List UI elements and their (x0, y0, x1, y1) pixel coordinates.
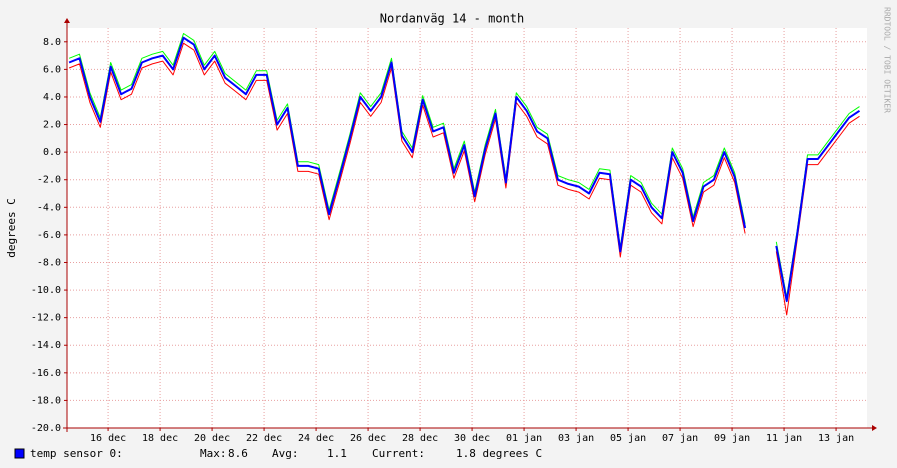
y-tick-label: -4.0 (37, 202, 61, 213)
lines (68, 33, 861, 316)
y-tick-label: 4.0 (43, 92, 61, 103)
plot-area (67, 28, 867, 428)
y-tick-label: -10.0 (31, 285, 61, 296)
y-tick-label: -18.0 (31, 395, 61, 406)
y-tick-label: 2.0 (43, 120, 61, 131)
legend-stat: 1.1 (327, 447, 347, 460)
legend-stat: 1.8 degrees C (456, 447, 542, 460)
x-tick-label: 13 jan (818, 433, 854, 444)
series-line (68, 36, 861, 303)
x-tick-label: 05 jan (610, 433, 646, 444)
y-tick-label: 6.0 (43, 64, 61, 75)
watermark: RRDTOOL / TOBI OETIKER (883, 7, 892, 113)
legend-swatch (14, 448, 25, 459)
x-tick-label: 03 jan (558, 433, 594, 444)
y-arrow (64, 18, 70, 23)
grid (67, 28, 867, 429)
x-tick-label: 26 dec (350, 433, 386, 444)
x-tick-label: 22 dec (246, 433, 282, 444)
x-tick-label: 07 jan (662, 433, 698, 444)
x-tick-label: 28 dec (402, 433, 438, 444)
y-tick-label: -2.0 (37, 175, 61, 186)
x-tick-label: 18 dec (142, 433, 178, 444)
x-tick-label: 24 dec (298, 433, 334, 444)
legend-stat-label: Avg: (272, 447, 299, 460)
x-arrow (872, 425, 877, 431)
x-tick-label: 16 dec (90, 433, 126, 444)
y-tick-label: 8.0 (43, 37, 61, 48)
y-tick-label: 0.0 (43, 147, 61, 158)
y-tick-label: -14.0 (31, 340, 61, 351)
x-tick-label: 20 dec (194, 433, 230, 444)
chart-title: Nordanväg 14 - month (380, 12, 525, 26)
y-axis-label: degrees C (5, 198, 18, 258)
y-tick-label: -20.0 (31, 423, 61, 434)
legend-stat: 8.6 (228, 447, 248, 460)
y-tick-label: -16.0 (31, 368, 61, 379)
x-tick-label: 11 jan (766, 433, 802, 444)
series-line (68, 42, 860, 316)
y-tick-label: -12.0 (31, 313, 61, 324)
x-tick-label: 09 jan (714, 433, 750, 444)
legend-stat-label: Max: (200, 447, 227, 460)
y-tick-label: -8.0 (37, 257, 61, 268)
axes (63, 18, 877, 432)
legend: temp sensor 0: Max: 8.6 Avg: 1.1 Current… (14, 447, 542, 460)
x-tick-label: 01 jan (506, 433, 542, 444)
legend-stat-label: Current: (372, 447, 425, 460)
y-tick-label: -6.0 (37, 230, 61, 241)
legend-label: temp sensor 0: (30, 447, 123, 460)
x-tick-label: 30 dec (454, 433, 490, 444)
